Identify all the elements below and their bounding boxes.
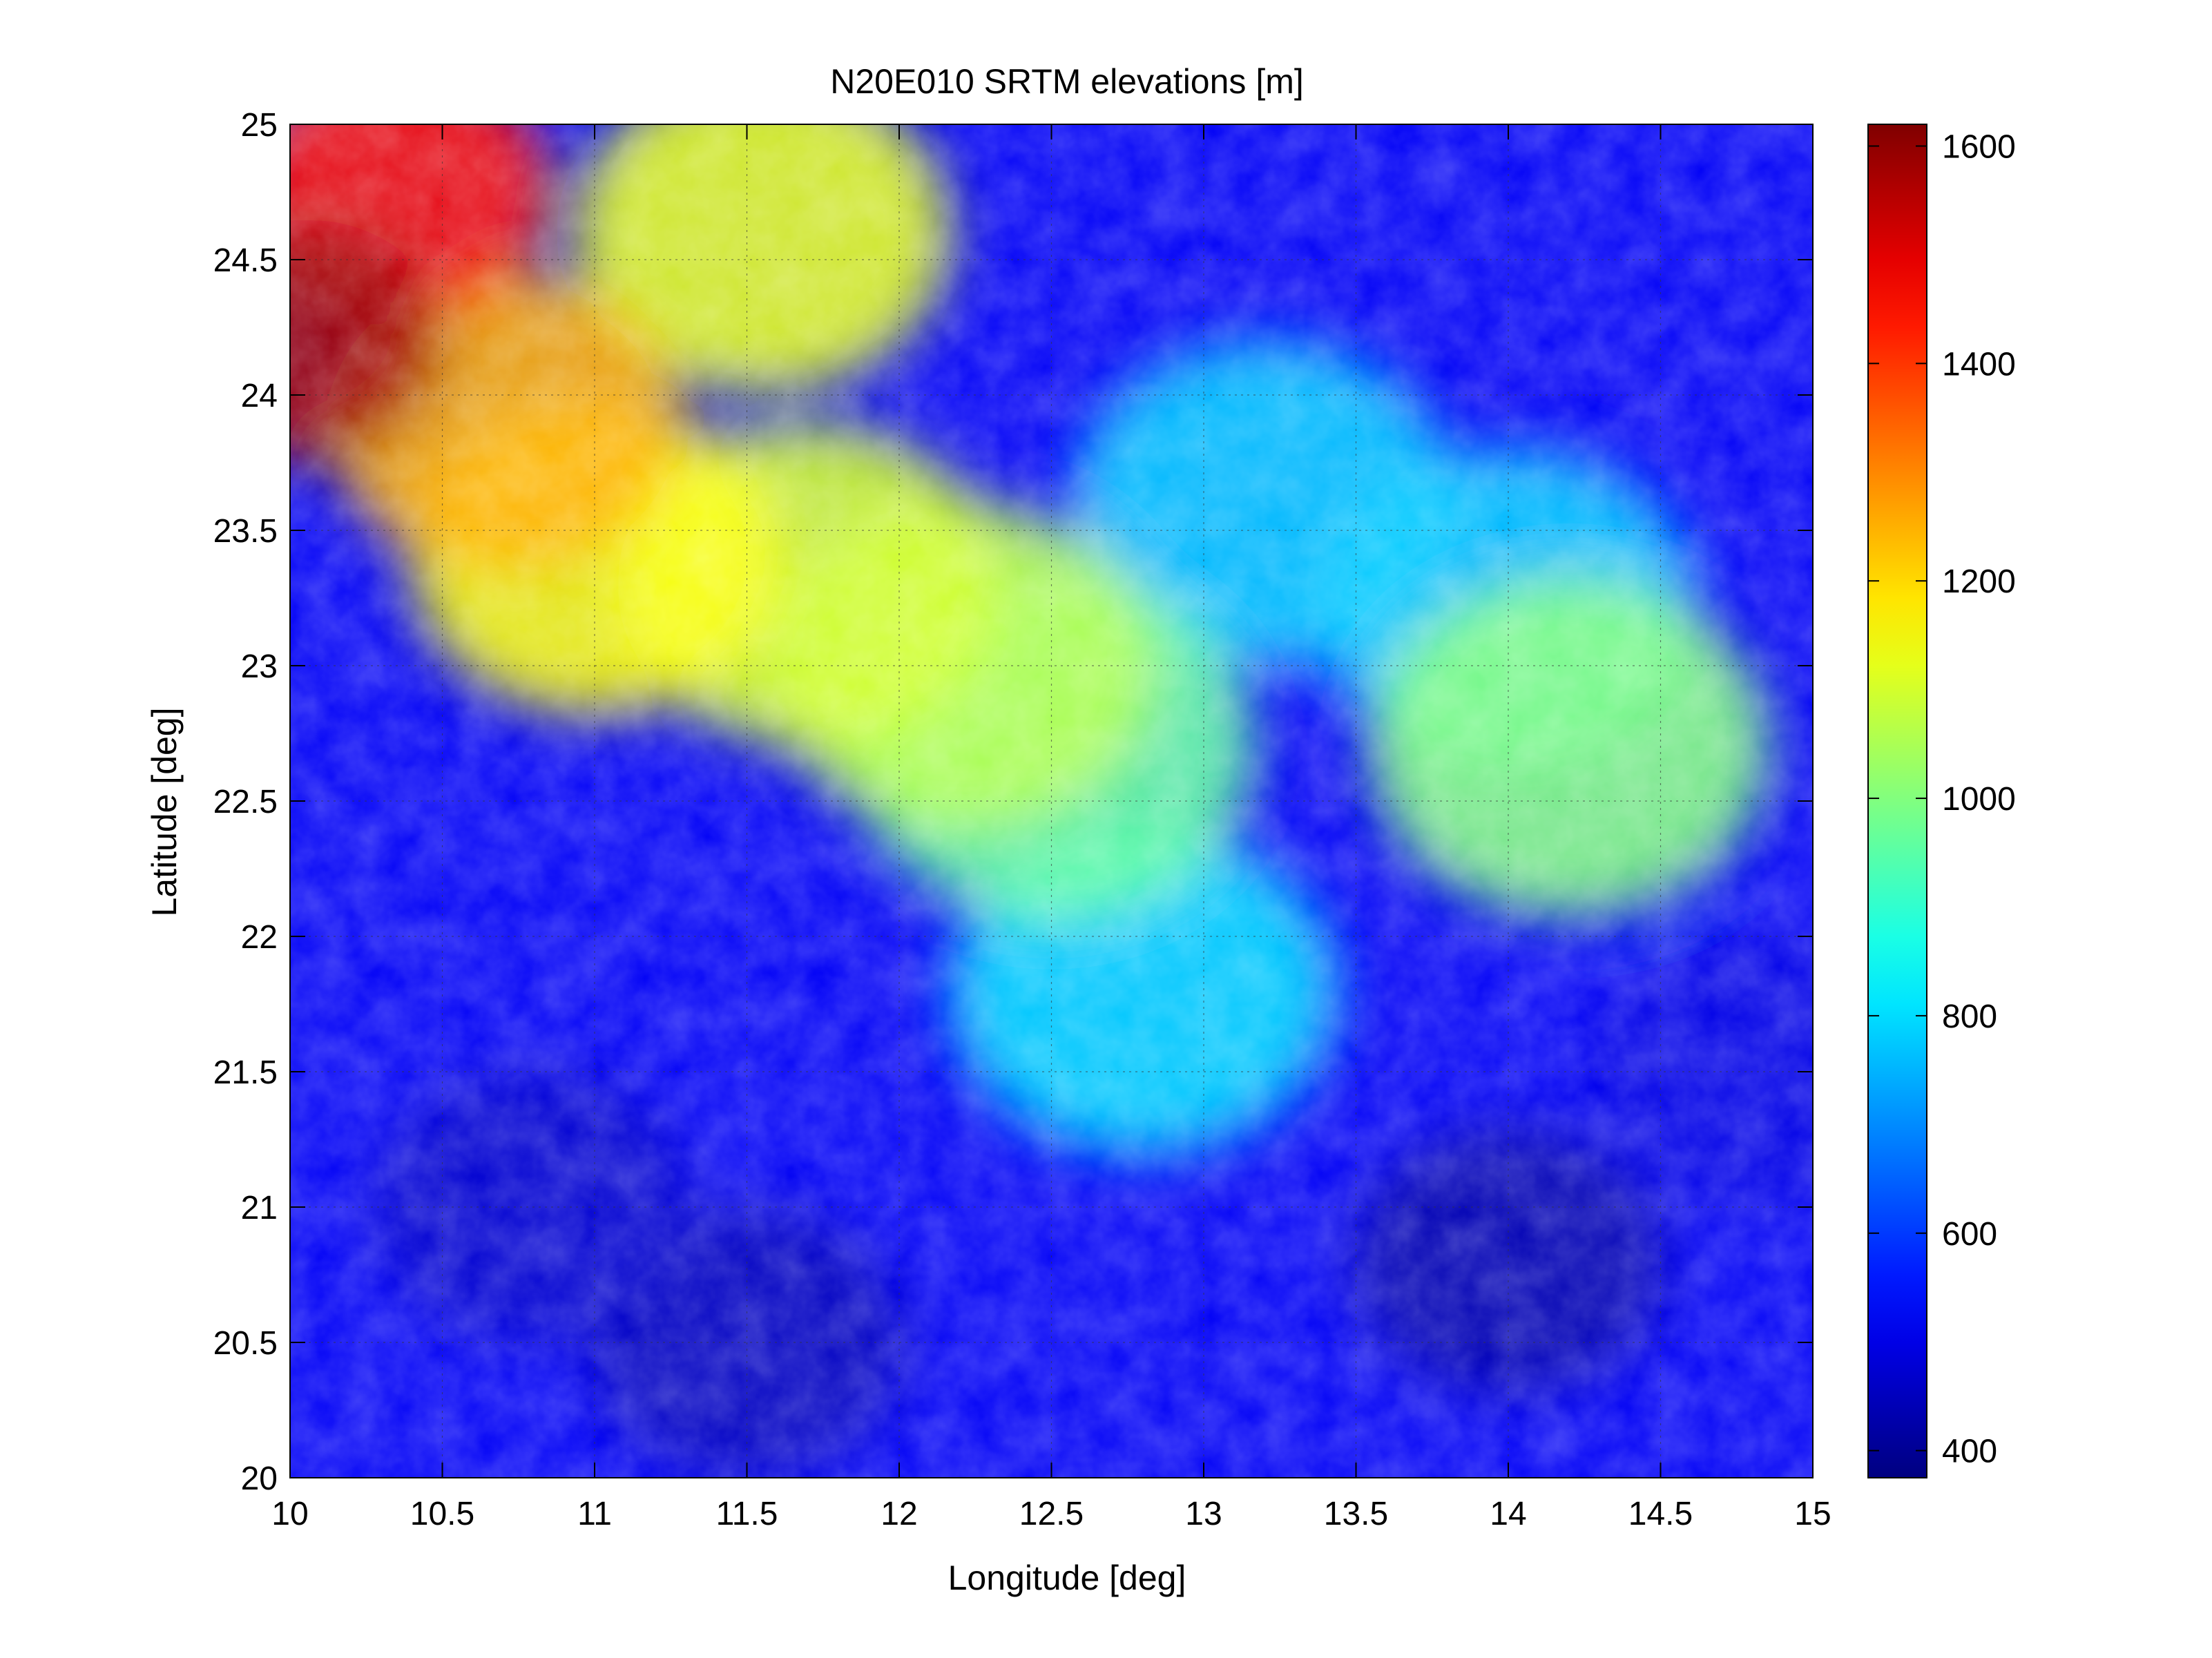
- x-tick-label: 12.5: [1019, 1496, 1084, 1532]
- x-tick-label: 14: [1490, 1496, 1526, 1532]
- y-tick-label: 20: [241, 1461, 278, 1497]
- y-tick-label: 22.5: [213, 784, 278, 820]
- colorbar-tick-label: 1200: [1942, 563, 2016, 600]
- x-axis: 10 10.5 11 11.5 12 12.5 13 13.5 14 14.5 15: [271, 124, 1831, 1532]
- x-tick-label: 11: [577, 1496, 612, 1532]
- y-axis: 20 20.5 21 21.5 22 22.5 23 23.5 24 24.5 25: [213, 107, 1813, 1497]
- colorbar-tick-label: 1000: [1942, 781, 2016, 818]
- y-tick-label: 21: [241, 1190, 278, 1226]
- x-tick-label: 12: [881, 1496, 917, 1532]
- x-tick-label: 13.5: [1324, 1496, 1388, 1532]
- grid-lines: [290, 124, 1813, 1478]
- y-axis-label: Latitude [deg]: [145, 707, 184, 916]
- x-tick-label: 10: [271, 1496, 308, 1532]
- y-tick-label: 23.5: [213, 513, 278, 550]
- x-tick-label: 14.5: [1628, 1496, 1693, 1532]
- y-tick-label: 22: [241, 919, 278, 956]
- colorbar-tick-label: 600: [1942, 1216, 1997, 1253]
- chart-title: N20E010 SRTM elevations [m]: [830, 62, 1304, 101]
- colorbar-gradient: [1867, 124, 1927, 1478]
- plot-area: [289, 124, 1814, 1478]
- colorbar-ticks: 400 600 800 1000 1200 1400 1600: [1868, 128, 2016, 1470]
- y-tick-label: 24: [241, 378, 278, 414]
- colorbar-tick-label: 1600: [1942, 128, 2016, 165]
- colorbar-tick-label: 1400: [1942, 346, 2016, 383]
- x-tick-label: 13: [1185, 1496, 1222, 1532]
- x-tick-label: 10.5: [410, 1496, 474, 1532]
- y-tick-label: 21.5: [213, 1054, 278, 1091]
- x-tick-label: 11.5: [716, 1496, 778, 1532]
- x-tick-label: 15: [1794, 1496, 1831, 1532]
- colorbar: 400 600 800 1000 1200 1400 1600: [1867, 124, 2016, 1478]
- y-tick-label: 20.5: [213, 1325, 278, 1362]
- y-tick-label: 25: [241, 107, 278, 144]
- y-tick-label: 23: [241, 648, 278, 685]
- y-tick-label: 24.5: [213, 242, 278, 279]
- x-axis-label: Longitude [deg]: [948, 1559, 1186, 1597]
- colorbar-tick-label: 800: [1942, 999, 1997, 1035]
- colorbar-tick-label: 400: [1942, 1434, 1997, 1470]
